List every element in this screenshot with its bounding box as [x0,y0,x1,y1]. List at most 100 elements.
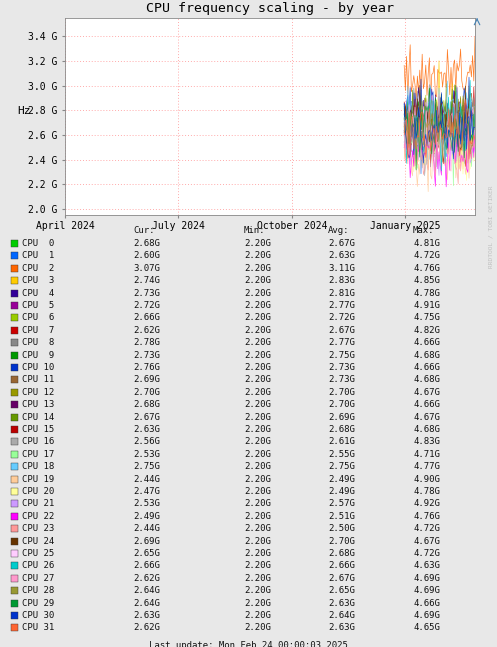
Text: CPU 30: CPU 30 [22,611,54,620]
Text: Cur:: Cur: [133,226,155,235]
Text: 2.70G: 2.70G [328,400,355,409]
Text: 2.20G: 2.20G [244,437,271,446]
Text: CPU 12: CPU 12 [22,388,54,397]
Text: 2.63G: 2.63G [328,252,355,260]
Text: 2.20G: 2.20G [244,363,271,372]
Text: 2.57G: 2.57G [328,499,355,509]
Text: 2.20G: 2.20G [244,598,271,608]
Text: CPU 16: CPU 16 [22,437,54,446]
Text: 2.69G: 2.69G [328,413,355,422]
Text: 2.53G: 2.53G [133,499,160,509]
Text: 2.73G: 2.73G [328,375,355,384]
Text: 2.20G: 2.20G [244,388,271,397]
Text: 2.62G: 2.62G [133,574,160,583]
Text: 4.72G: 4.72G [413,252,440,260]
Text: 2.53G: 2.53G [133,450,160,459]
Text: 2.73G: 2.73G [133,289,160,298]
Text: 2.20G: 2.20G [244,475,271,483]
Text: 2.73G: 2.73G [328,363,355,372]
Text: 2.20G: 2.20G [244,326,271,334]
Text: 2.68G: 2.68G [328,425,355,434]
Text: 2.20G: 2.20G [244,400,271,409]
Text: CPU  9: CPU 9 [22,351,54,360]
Text: 2.20G: 2.20G [244,487,271,496]
Text: 4.76G: 4.76G [413,264,440,273]
Text: 2.66G: 2.66G [133,313,160,322]
Text: 2.62G: 2.62G [133,326,160,334]
Text: 2.67G: 2.67G [328,326,355,334]
Text: CPU 10: CPU 10 [22,363,54,372]
Text: 2.20G: 2.20G [244,586,271,595]
Text: 2.44G: 2.44G [133,475,160,483]
Text: Avg:: Avg: [328,226,349,235]
Text: 2.78G: 2.78G [133,338,160,347]
Text: 4.67G: 4.67G [413,388,440,397]
Text: 2.20G: 2.20G [244,624,271,632]
Text: CPU 21: CPU 21 [22,499,54,509]
Text: 2.77G: 2.77G [328,338,355,347]
Text: 2.68G: 2.68G [328,549,355,558]
Text: CPU  5: CPU 5 [22,301,54,310]
Text: CPU 25: CPU 25 [22,549,54,558]
Text: 2.20G: 2.20G [244,313,271,322]
Text: 4.92G: 4.92G [413,499,440,509]
Text: 2.47G: 2.47G [133,487,160,496]
Text: 2.67G: 2.67G [133,413,160,422]
Text: CPU 22: CPU 22 [22,512,54,521]
Text: CPU 29: CPU 29 [22,598,54,608]
Text: 2.20G: 2.20G [244,450,271,459]
Text: Last update: Mon Feb 24 00:00:03 2025: Last update: Mon Feb 24 00:00:03 2025 [149,641,347,647]
Text: 2.65G: 2.65G [328,586,355,595]
Text: 2.20G: 2.20G [244,351,271,360]
Text: CPU  8: CPU 8 [22,338,54,347]
Text: 2.69G: 2.69G [133,536,160,545]
Text: 4.78G: 4.78G [413,289,440,298]
Text: 4.68G: 4.68G [413,375,440,384]
Text: CPU 20: CPU 20 [22,487,54,496]
Text: CPU 11: CPU 11 [22,375,54,384]
Text: 2.20G: 2.20G [244,239,271,248]
Text: 2.61G: 2.61G [328,437,355,446]
Text: 2.62G: 2.62G [133,624,160,632]
Text: CPU 18: CPU 18 [22,462,54,471]
Text: 2.65G: 2.65G [133,549,160,558]
Text: 4.81G: 4.81G [413,239,440,248]
Text: 2.63G: 2.63G [328,598,355,608]
Text: 2.63G: 2.63G [133,611,160,620]
Text: 2.64G: 2.64G [133,586,160,595]
Text: 2.44G: 2.44G [133,524,160,533]
Text: 4.66G: 4.66G [413,338,440,347]
Text: 2.75G: 2.75G [328,351,355,360]
Text: RRDTOOL / TOBI OETIKER: RRDTOOL / TOBI OETIKER [488,185,493,268]
Text: CPU 14: CPU 14 [22,413,54,422]
Text: 4.77G: 4.77G [413,462,440,471]
Text: 2.55G: 2.55G [328,450,355,459]
Text: 4.67G: 4.67G [413,536,440,545]
Text: 2.60G: 2.60G [133,252,160,260]
Text: 4.90G: 4.90G [413,475,440,483]
Text: CPU 19: CPU 19 [22,475,54,483]
Text: 4.69G: 4.69G [413,611,440,620]
Text: 2.74G: 2.74G [133,276,160,285]
Text: 4.72G: 4.72G [413,549,440,558]
Text: 2.20G: 2.20G [244,611,271,620]
Text: 4.69G: 4.69G [413,574,440,583]
Text: 2.56G: 2.56G [133,437,160,446]
Text: 2.73G: 2.73G [133,351,160,360]
Text: 2.66G: 2.66G [133,562,160,571]
Text: CPU  7: CPU 7 [22,326,54,334]
Text: 2.20G: 2.20G [244,462,271,471]
Text: 4.63G: 4.63G [413,562,440,571]
Text: 2.51G: 2.51G [328,512,355,521]
Text: 2.70G: 2.70G [328,536,355,545]
Text: 2.67G: 2.67G [328,574,355,583]
Text: 4.66G: 4.66G [413,363,440,372]
Text: 2.20G: 2.20G [244,413,271,422]
Text: 2.81G: 2.81G [328,289,355,298]
Text: CPU 23: CPU 23 [22,524,54,533]
Text: CPU  4: CPU 4 [22,289,54,298]
Text: 2.70G: 2.70G [328,388,355,397]
Text: 2.20G: 2.20G [244,425,271,434]
Text: 4.83G: 4.83G [413,437,440,446]
Text: 2.49G: 2.49G [133,512,160,521]
